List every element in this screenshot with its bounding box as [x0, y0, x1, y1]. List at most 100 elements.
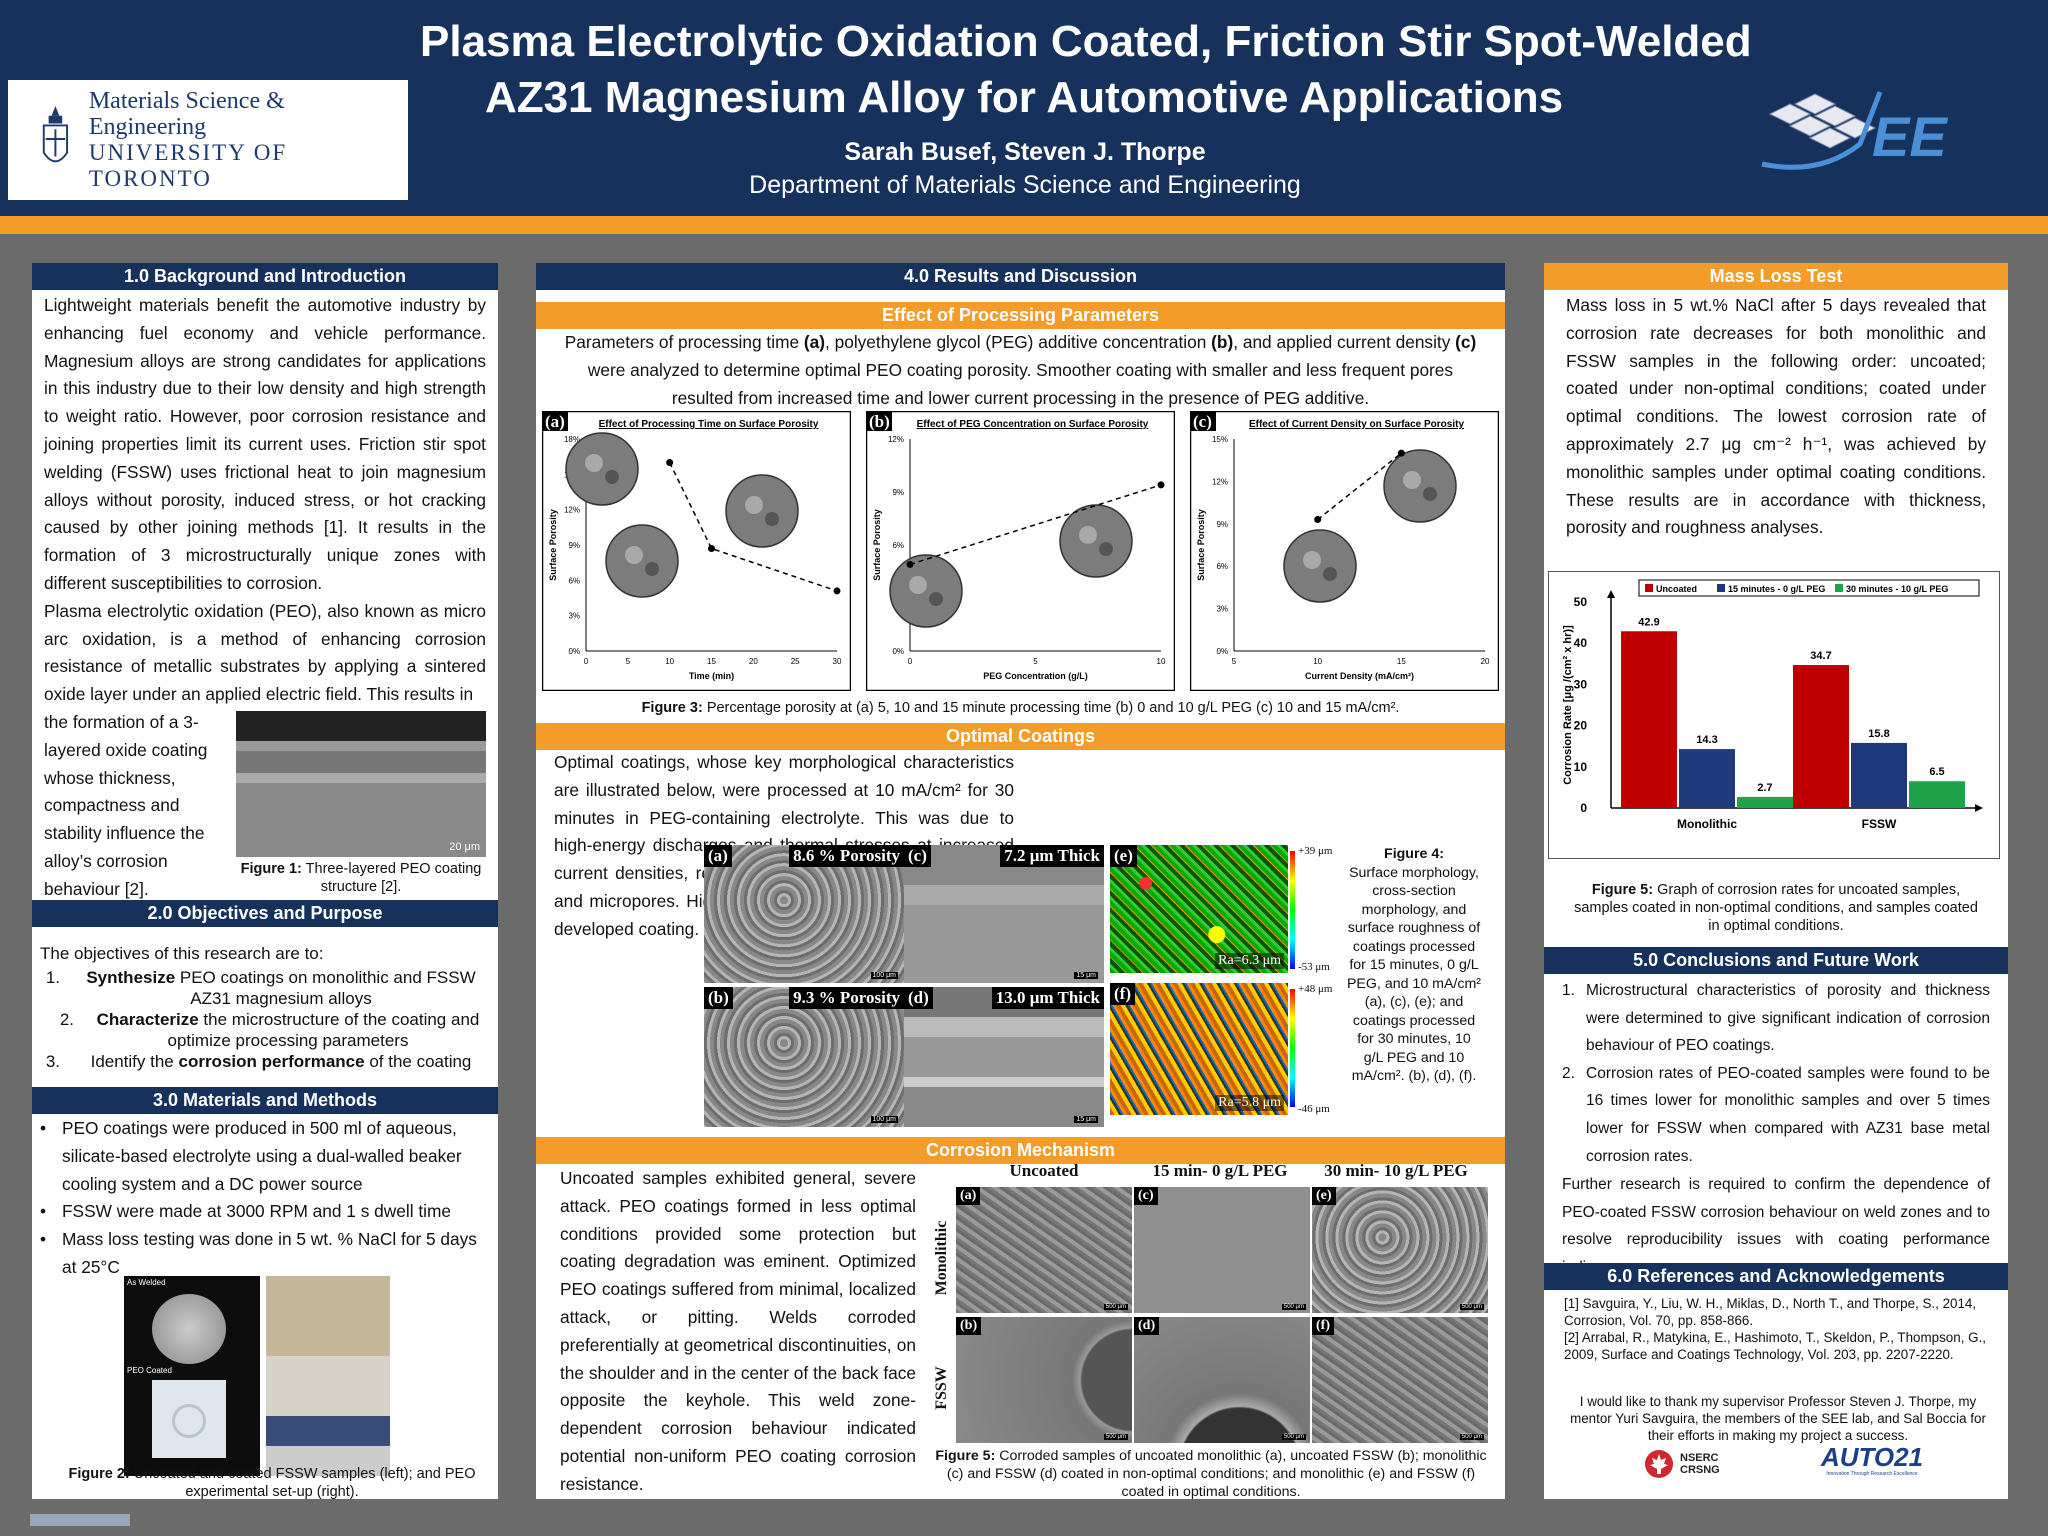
figure-4-label: Figure 4:: [1384, 846, 1444, 862]
figure-3-chart-2: (b) Effect of PEG Concentration on Surfac…: [866, 411, 1175, 691]
figure-5-bar-chart: 0 10 20 30 40 50 Corrosion Rate [μg /(cm² x hr…: [1548, 571, 2000, 859]
conclusion-text-1: Microstructural characteristics of poros…: [1586, 982, 1990, 1055]
panel-tag: (c): [1193, 412, 1212, 431]
x-axis-arrow-icon: [1975, 804, 1983, 812]
figure-4c-cross-section: (c) 7.2 μm Thick 15 μm: [904, 845, 1104, 983]
subheading-processing-parameters: Effect of Processing Parameters: [536, 302, 1505, 329]
column-center: 4.0 Results and Discussion Effect of Pro…: [536, 263, 1505, 1501]
legend-label: 30 minutes - 10 g/L PEG: [1846, 584, 1948, 594]
section-heading-background: 1.0 Background and Introduction: [32, 263, 498, 290]
mass-loss-text: Mass loss in 5 wt.% NaCl after 5 days re…: [1566, 295, 1986, 538]
sem-inset-2: [605, 524, 679, 598]
x-tick-label: 25: [791, 657, 800, 666]
data-line: [909, 484, 1162, 566]
y-tick-label: 50: [1574, 595, 1588, 609]
sem-inset-highlight: [1303, 551, 1321, 569]
y-tick-label: 6%: [568, 576, 580, 585]
objective-rest-1: PEO coatings on monolithic and FSSW AZ31…: [175, 968, 476, 1008]
bar: [1851, 742, 1907, 808]
sem-inset-pore: [1099, 542, 1113, 556]
fig4b-porosity: 9.3 % Porosity: [789, 987, 904, 1009]
objective-text-1: Synthesize PEO coatings on monolithic an…: [72, 967, 490, 1009]
legend-swatch: [1645, 584, 1653, 592]
chart-title: Effect of Current Density on Surface Por…: [1249, 419, 1464, 430]
see-lab-logo-icon: EE: [1761, 91, 1948, 170]
figure-1-sem-cross-section: 20 μm: [236, 710, 486, 857]
fig4a-porosity: 8.6 % Porosity: [789, 845, 904, 867]
uoft-mse-logo: Materials Science & Engineering UNIVERSI…: [8, 80, 408, 200]
future-work-text: Further research is required to confirm …: [1562, 1176, 1990, 1276]
legend-label: 15 minutes - 0 g/L PEG: [1728, 584, 1825, 594]
objective-item-1: 1. Synthesize PEO coatings on monolithic…: [40, 967, 490, 1009]
objective-text-2: Characterize the microstructure of the c…: [86, 1009, 490, 1051]
panel-tag: (a): [545, 412, 565, 431]
sem-inset-pore: [645, 562, 659, 576]
pp-text-c: , polyethylene glycol (PEG) additive con…: [825, 332, 1212, 352]
data-point: [666, 459, 674, 467]
background-paragraph-2b: the formation of a 3-layered oxide coati…: [44, 711, 208, 899]
figure-5-chart-caption-text: Graph of corrosion rates for uncoated sa…: [1574, 882, 1978, 934]
fig5-tag-c: (c): [1134, 1187, 1158, 1205]
pp-text-g: were analyzed to determine optimal PEO c…: [587, 359, 1454, 408]
x-axis-label: Time (min): [689, 671, 734, 681]
fig5e-scale: 500 μm: [1459, 1304, 1484, 1310]
section-heading-mass-loss: Mass Loss Test: [1544, 263, 2008, 290]
x-tick-label: 5: [1232, 657, 1237, 666]
x-axis-label: PEG Concentration (g/L): [983, 671, 1088, 681]
objective-item-3: 3. Identify the corrosion performance of…: [40, 1051, 490, 1072]
nserc-logo: NSERC CRSNG: [1644, 1449, 1720, 1479]
objective-item-2: 2. Characterize the microstructure of th…: [40, 1009, 490, 1051]
figure-3-chart-1: (a) Effect of Processing Time on Surface …: [542, 411, 851, 691]
peo-coated-sample: [152, 1380, 226, 1458]
y-tick-label: 30: [1574, 677, 1588, 691]
fig4f-ra: Ra=5.8 μm: [1215, 1095, 1284, 1111]
logo-text-line-2: UNIVERSITY OF TORONTO: [88, 140, 288, 191]
fig5-col-header-optimal: 30 min- 10 g/L PEG: [1324, 1161, 1468, 1180]
pp-text-a: Parameters of processing time: [564, 332, 804, 352]
objective-bold-2: Characterize: [96, 1010, 199, 1029]
x-tick-label: 10: [1313, 657, 1322, 666]
figure-5-micro-label: Figure 5:: [935, 1448, 996, 1464]
fig4e-scale-bottom: -53 μm: [1298, 961, 1330, 973]
figure-5-micro-caption-text: Corroded samples of uncoated monolithic …: [946, 1448, 1487, 1500]
uoft-crest-icon: [42, 106, 69, 163]
figure-5-micrographs-caption: Figure 5: Corroded samples of uncoated m…: [926, 1447, 1496, 1501]
bar: [1621, 631, 1677, 808]
figure-5-chart-label: Figure 5:: [1591, 882, 1654, 898]
sem-inset-1: [565, 432, 639, 506]
x-tick-label: 5: [1033, 657, 1038, 666]
x-tick-label: 10: [1157, 657, 1166, 666]
y-axis-label: Surface Porosity: [872, 509, 882, 581]
sem-inset-2: [1059, 504, 1133, 578]
bullet-dot-icon: •: [40, 1118, 47, 1138]
figure-4d-cross-section: (d) 13.0 μm Thick 15 μm: [904, 987, 1104, 1127]
photo-label-as-welded: As Welded: [127, 1278, 166, 1287]
fig5d-scale: 500 μm: [1281, 1434, 1306, 1440]
fig5c-monolithic-nonoptimal: (c) 500 μm: [1134, 1187, 1310, 1313]
y-tick-label: 3%: [568, 612, 580, 621]
legend-swatch: [1717, 584, 1725, 592]
category-label: Monolithic: [1677, 817, 1737, 831]
fig4c-thickness: 7.2 μm Thick: [1000, 845, 1104, 867]
fig5a-monolithic-uncoated: (a) 500 μm: [956, 1187, 1132, 1313]
fig4-tag-d: (d): [904, 987, 933, 1009]
figure-4e-roughness-map: (e) Ra=6.3 μm: [1110, 845, 1288, 973]
y-axis-label: Surface Porosity: [1196, 509, 1206, 581]
y-tick-label: 12%: [564, 506, 580, 515]
legend-swatch: [1835, 584, 1843, 592]
fig5-tag-d: (d): [1134, 1317, 1160, 1335]
conclusion-number-2: 2.: [1562, 1064, 1575, 1082]
bar-value-label: 2.7: [1757, 782, 1772, 794]
fig4d-thickness: 13.0 μm Thick: [991, 987, 1104, 1009]
x-tick-label: 5: [626, 657, 631, 666]
y-tick-label: 6%: [1216, 562, 1228, 571]
background-paragraph-1: Lightweight materials benefit the automo…: [44, 295, 486, 593]
fig4a-scale: 100 μm: [870, 972, 898, 979]
sem-inset-pore: [1323, 567, 1337, 581]
poster-title: Plasma Electrolytic Oxidation Coated, Fr…: [420, 14, 1752, 126]
fig4d-scale: 15 μm: [1074, 1116, 1098, 1123]
x-tick-label: 30: [833, 657, 842, 666]
figure-4f-roughness-map: (f) Ra=5.8 μm: [1110, 983, 1288, 1115]
x-tick-label: 20: [749, 657, 758, 666]
fig5-tag-e: (e): [1312, 1187, 1336, 1205]
